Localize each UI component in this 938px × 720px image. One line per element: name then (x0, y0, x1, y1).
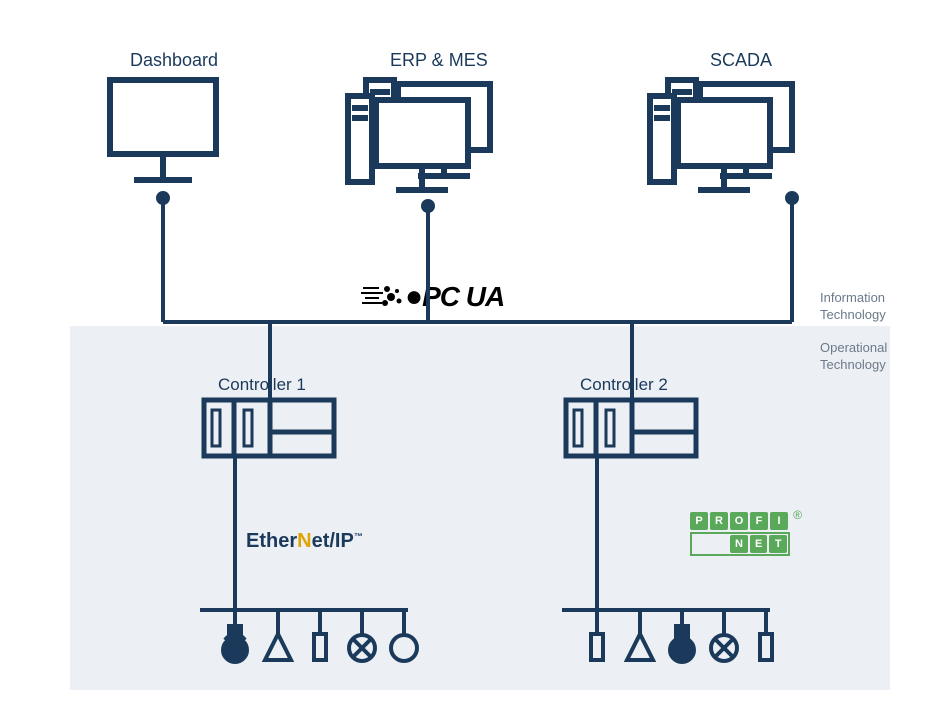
diagram-svg (0, 0, 938, 720)
controller2-icon (566, 400, 696, 456)
dashboard-icon (110, 80, 216, 180)
upper-bus (158, 193, 797, 398)
right-device-symbols (591, 626, 772, 662)
controller1-icon (204, 400, 334, 456)
scada-icon (650, 80, 792, 190)
diagram-canvas: Dashboard ERP & MES SCADA Controller 1 C… (0, 0, 938, 720)
controller-drops (235, 456, 597, 610)
erp-mes-icon (348, 80, 490, 190)
right-device-bus (562, 610, 770, 634)
